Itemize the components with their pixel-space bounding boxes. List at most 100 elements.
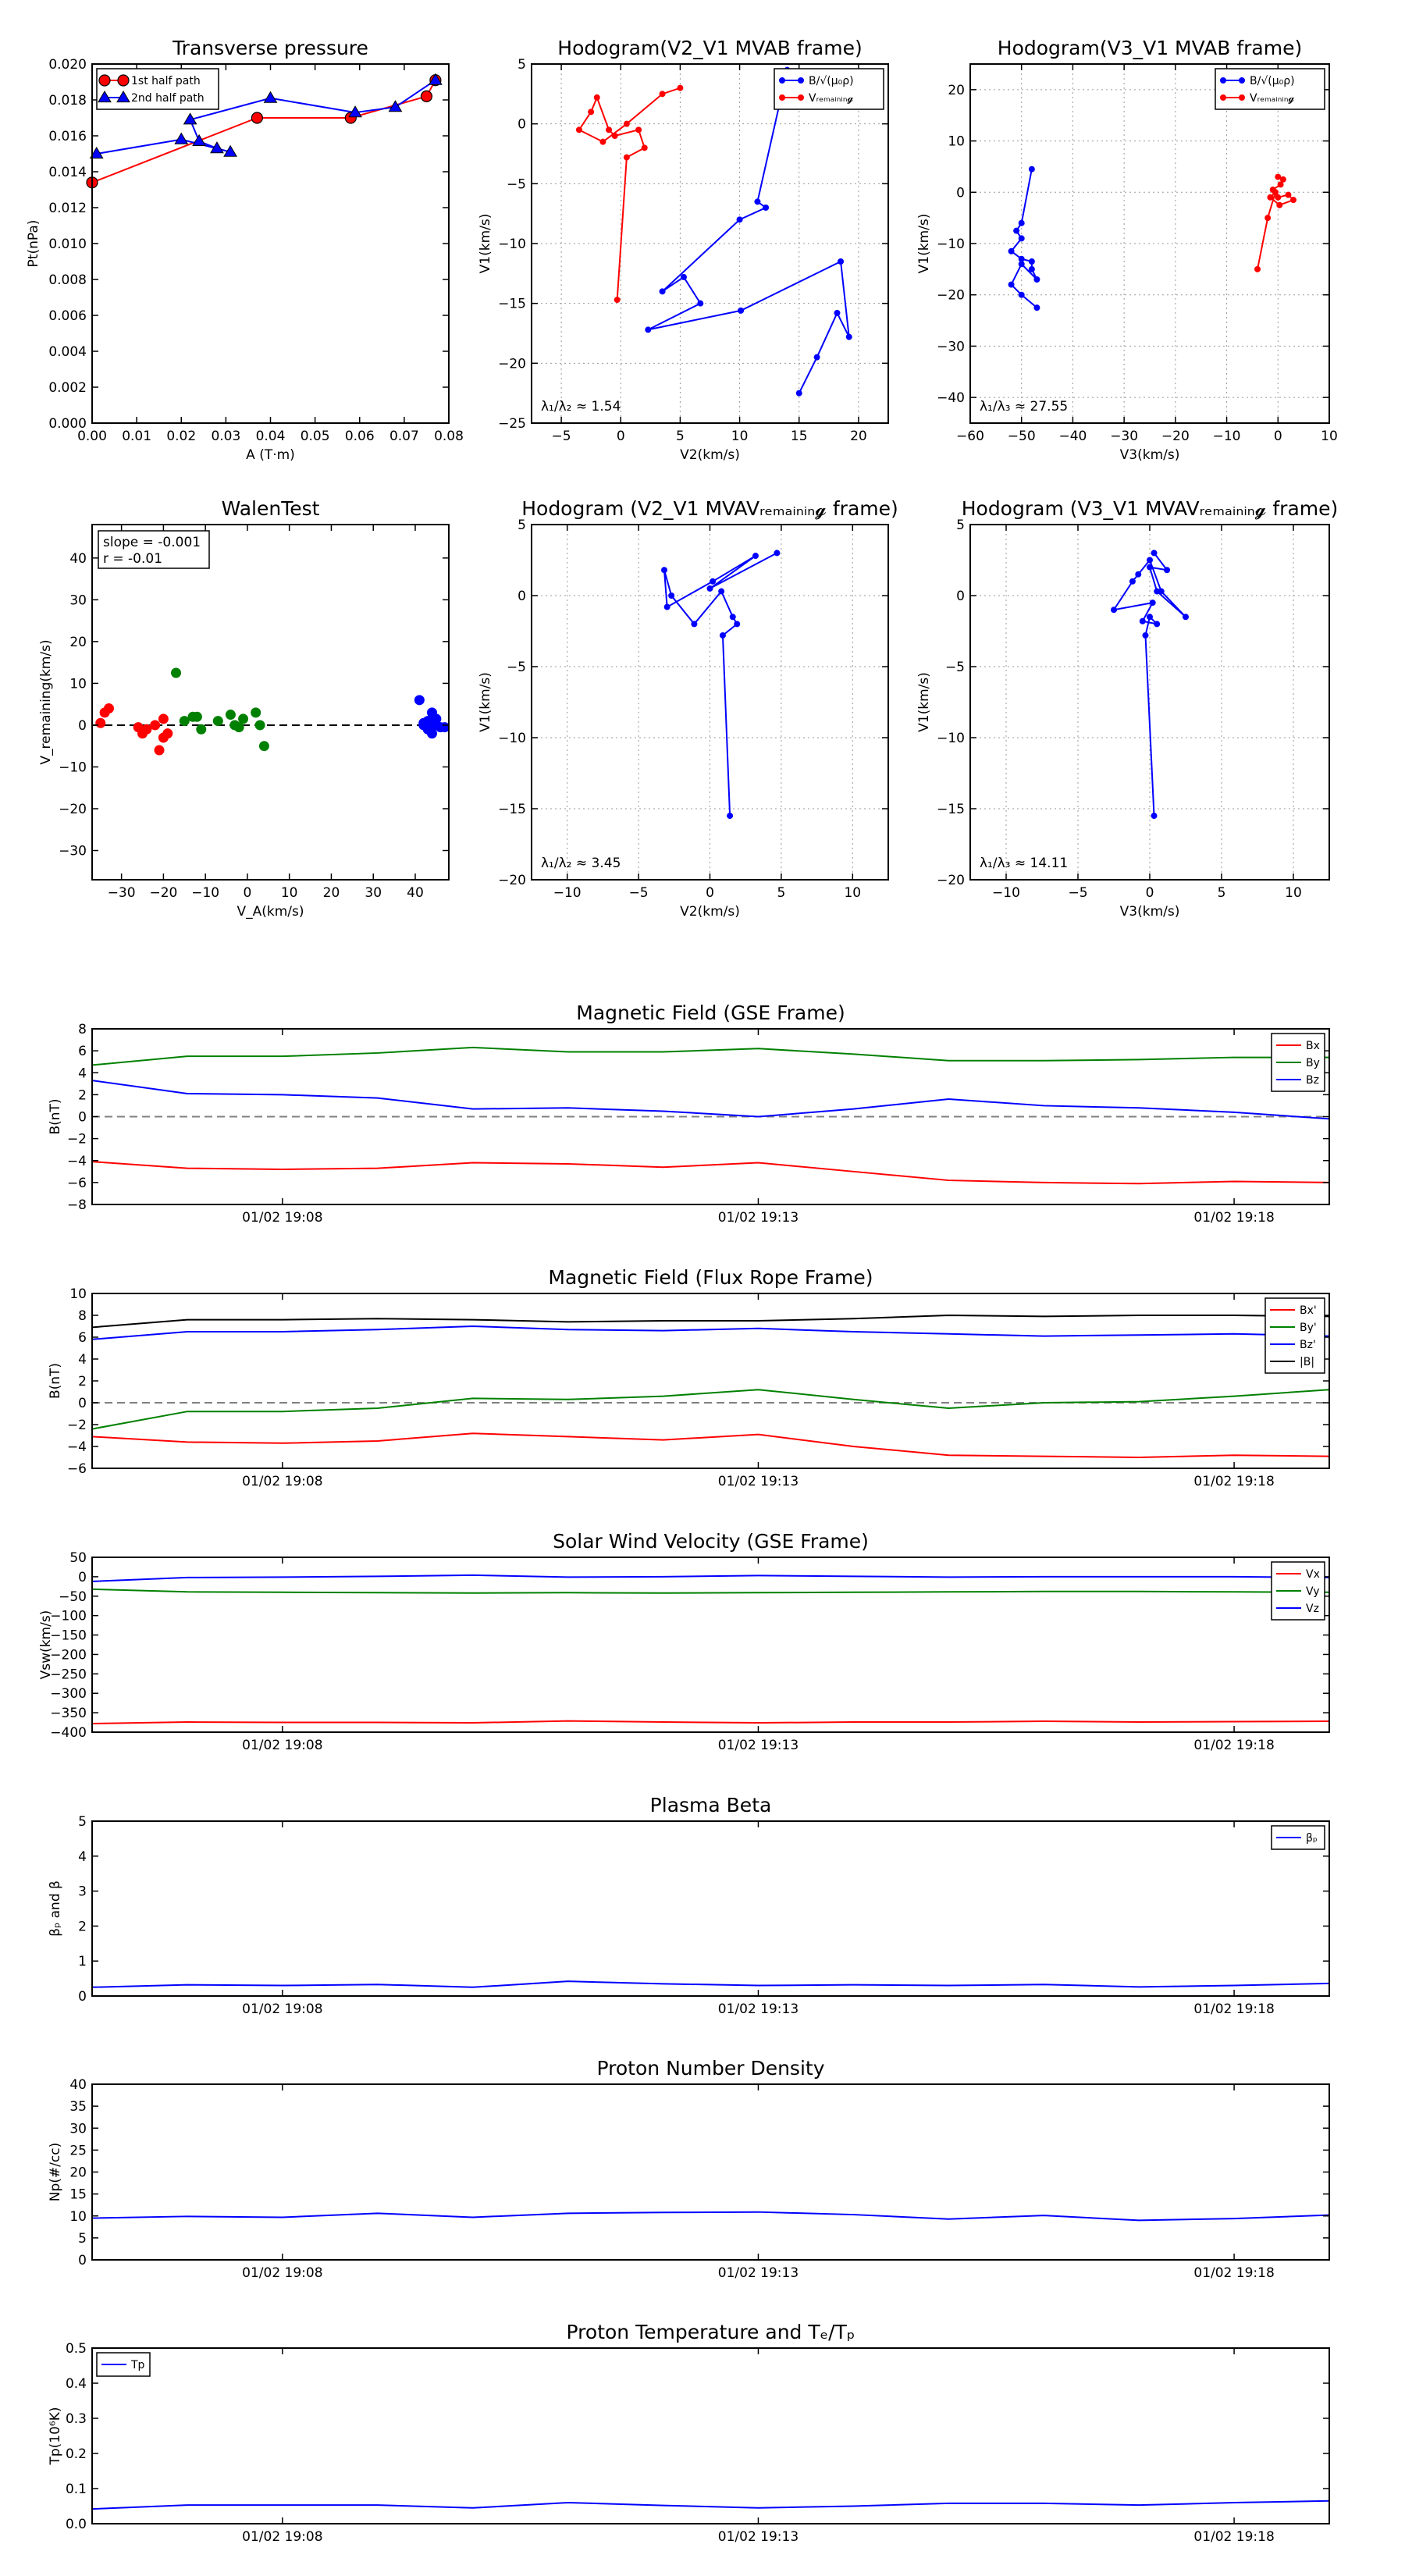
- y-tick-label: 0.2: [66, 2446, 87, 2462]
- y-axis-label: Pt(nPa): [26, 220, 41, 268]
- data-point: [838, 258, 845, 265]
- y-tick-label: −10: [498, 731, 526, 746]
- y-tick-label: −6: [67, 1461, 87, 1477]
- legend: Tp: [96, 2352, 151, 2377]
- series-group: [86, 73, 443, 189]
- data-point: [727, 813, 734, 820]
- y-tick-label: −15: [498, 802, 526, 817]
- data-point: [1149, 600, 1156, 607]
- data-point: [1018, 235, 1025, 242]
- y-tick-label: 0.016: [48, 129, 87, 144]
- legend-label: |B|: [1300, 1356, 1314, 1368]
- y-axis-label: βₚ and β: [48, 1880, 63, 1937]
- data-point: [611, 133, 618, 139]
- x-tick-label: 5: [1218, 885, 1226, 901]
- legend-marker: [1220, 94, 1226, 101]
- y-tick-label: −20: [498, 356, 526, 372]
- data-point: [1290, 197, 1297, 204]
- y-tick-label: 4: [78, 1352, 87, 1368]
- y-tick-label: 5: [518, 518, 526, 533]
- series-line-bz: [91, 1080, 1330, 1120]
- y-tick-label: −8: [67, 1197, 87, 1213]
- data-point: [1285, 191, 1292, 198]
- y-tick-label: −400: [50, 1725, 87, 1741]
- legend-marker: [798, 77, 804, 84]
- y-tick-label: 0: [518, 117, 526, 133]
- y-tick-label: −20: [59, 802, 87, 817]
- data-point: [1028, 165, 1035, 173]
- y-tick-label: 5: [518, 57, 526, 73]
- legend-label: Vᵣₑₘₐᵢₙᵢₙ𝓰: [809, 92, 854, 105]
- legend-label: Vx: [1306, 1568, 1320, 1581]
- data-point: [706, 585, 713, 592]
- y-tick-label: 20: [948, 83, 965, 98]
- data-point: [845, 333, 852, 340]
- x-tick-label: 0.01: [122, 429, 151, 444]
- x-tick-label: 20: [323, 885, 340, 901]
- y-tick-label: 3: [78, 1884, 87, 1900]
- legend-label: B/√(μ₀ρ): [809, 75, 854, 87]
- x-tick-label: 01/02 19:18: [1193, 2529, 1274, 2545]
- data-point: [1028, 258, 1035, 265]
- chart-p4: WalenTest −30 −20 −10 0 10 20 30 40 −30 −20 −10 0 10 2…: [38, 497, 450, 920]
- data-point: [1151, 813, 1158, 820]
- series-group: [91, 2500, 1330, 2510]
- y-axis-label: V1(km/s): [916, 214, 932, 274]
- x-tick-label: 0.03: [211, 429, 240, 444]
- data-point: [238, 713, 249, 724]
- plot-frame: [969, 524, 1330, 881]
- x-tick-label: 01/02 19:18: [1193, 1738, 1274, 1753]
- y-tick-label: 4: [78, 1849, 87, 1865]
- series-group: [661, 550, 781, 820]
- x-tick-label: 0.06: [345, 429, 375, 444]
- y-tick-label: 0.006: [48, 308, 87, 324]
- data-point: [738, 307, 745, 314]
- series-line-b: [91, 1314, 1330, 1329]
- x-axis-label: V3(km/s): [1120, 904, 1180, 920]
- legend-label: By': [1300, 1322, 1317, 1334]
- fit-stats-box: [98, 530, 210, 569]
- data-point: [179, 716, 190, 727]
- y-tick-label: −300: [50, 1686, 87, 1702]
- data-point: [192, 133, 206, 146]
- data-point: [834, 309, 841, 316]
- x-tick-label: 5: [676, 429, 685, 444]
- chart-title: Proton Temperature and Tₑ/Tₚ: [567, 2321, 855, 2343]
- x-tick-label: 30: [365, 885, 382, 901]
- chart-title: Hodogram(V2_V1 MVAB frame): [557, 37, 862, 59]
- data-point: [1254, 265, 1261, 272]
- data-point: [1147, 557, 1153, 564]
- data-point: [659, 91, 666, 98]
- data-point: [212, 716, 223, 727]
- legend-label: Vz: [1306, 1603, 1319, 1615]
- data-point: [729, 614, 736, 621]
- data-point: [734, 621, 741, 628]
- x-tick-label: −30: [108, 885, 136, 901]
- y-tick-label: 6: [78, 1330, 87, 1346]
- data-point: [158, 713, 169, 724]
- y-tick-label: −30: [59, 844, 87, 859]
- x-tick-label: 01/02 19:13: [718, 2529, 799, 2545]
- data-point: [1008, 247, 1015, 254]
- legend: Bx' By' Bz' |B|: [1264, 1297, 1325, 1374]
- series-line-series-0: [91, 2211, 1330, 2222]
- y-tick-label: 40: [69, 2077, 87, 2093]
- data-point: [426, 728, 437, 739]
- x-tick-label: 0: [706, 885, 714, 901]
- x-tick-label: −5: [552, 429, 571, 444]
- y-tick-label: −350: [50, 1706, 87, 1721]
- x-tick-label: 0: [244, 885, 252, 901]
- series-line-b: [647, 69, 850, 394]
- y-tick-label: 20: [69, 2165, 87, 2181]
- data-point: [1277, 181, 1284, 188]
- y-tick-label: −2: [67, 1418, 87, 1433]
- series-group: [91, 1046, 1330, 1185]
- data-point: [258, 741, 269, 752]
- y-tick-label: 10: [69, 676, 87, 692]
- data-point: [1158, 588, 1165, 595]
- y-tick-label: 0: [78, 718, 87, 734]
- data-point: [1018, 255, 1025, 262]
- y-tick-label: 0.4: [66, 2376, 87, 2392]
- data-point: [1264, 215, 1272, 222]
- y-tick-label: 10: [948, 134, 965, 150]
